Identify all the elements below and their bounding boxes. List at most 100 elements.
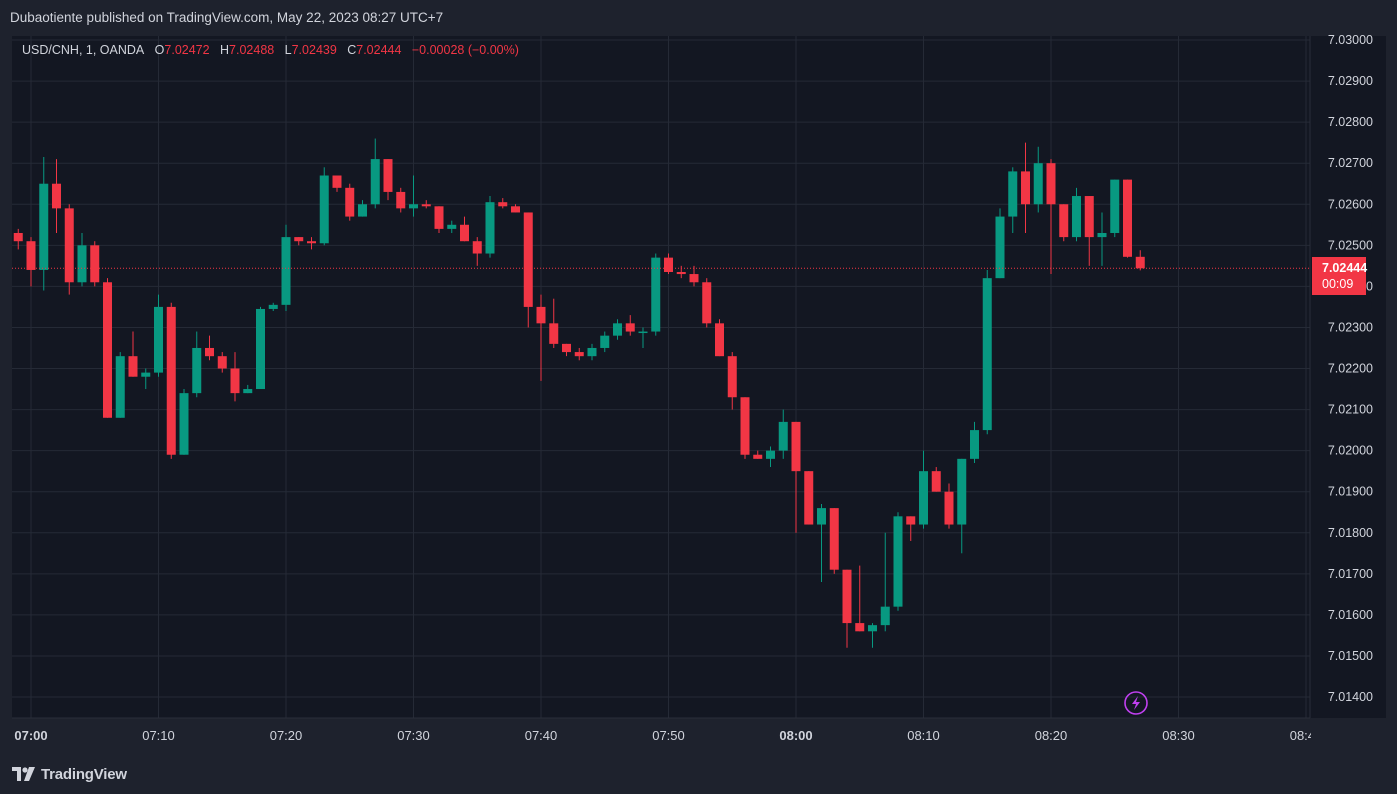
candle-body [447,224,457,229]
candle [523,212,533,328]
candle [179,389,189,455]
candle-body [931,471,941,492]
candle-body [103,282,112,418]
candle [957,458,967,554]
candle-body [944,491,954,525]
candle-body [64,208,74,283]
candle-body [90,245,100,283]
tradingview-logo[interactable]: TradingView [12,764,127,784]
candle [396,187,406,213]
candle [268,302,278,312]
candle-body [880,606,890,626]
candle-body [664,257,673,273]
header-bar: Dubaotiente published on TradingView.com… [0,0,1397,36]
candle [205,335,214,361]
candle [103,278,112,418]
candle [166,302,176,459]
candle-body [281,237,291,305]
close-label: C [347,43,357,57]
candle-body [409,204,418,209]
candle-body [52,183,61,209]
candle-body [1110,179,1120,233]
candle-body [256,308,265,390]
candle [13,228,23,250]
candle-body [332,175,342,188]
candle [1072,187,1081,242]
candle [1059,204,1069,242]
price-tick-label: 7.02100 [1328,403,1373,417]
candle [868,623,877,648]
candle [498,198,508,209]
candle [664,253,673,275]
candle [919,450,928,529]
candle [421,200,431,209]
candle [855,565,865,632]
candle-body [166,306,176,455]
candle-body [370,159,380,205]
candle [192,331,202,398]
candle-body [1059,204,1069,238]
candle-body [523,212,533,307]
candle-body [727,356,737,398]
candle-body [217,356,227,369]
candle [587,343,597,361]
candle [829,508,839,574]
plot-area[interactable] [12,36,1386,718]
price-tick-label: 7.02500 [1328,238,1373,252]
time-tick-label: 08:10 [907,728,940,743]
time-tick-label: 08:30 [1162,728,1195,743]
candle [319,167,329,246]
candle [154,294,163,377]
bar-countdown: 00:09 [1322,277,1354,291]
candle-body [485,202,495,254]
time-tick-label: 07:40 [525,728,558,743]
candle-body [26,241,36,270]
time-tick-label: 07:00 [14,728,47,743]
candle-body [1033,163,1043,205]
candle-body [651,257,661,332]
lightning-bolt-icon[interactable] [1124,691,1148,715]
high-label: H [220,43,230,57]
candle-body [791,421,801,472]
candle-body [421,204,431,207]
candle [906,516,916,541]
candle-body [753,454,763,459]
symbol-label[interactable]: USD/CNH, 1, OANDA [22,43,145,57]
candle-body [536,306,546,324]
candle-body [970,430,979,459]
candle-body [600,335,610,348]
candle [651,253,661,336]
high-value: 7.02488 [229,43,275,57]
candle [307,237,316,250]
candle [1110,179,1120,238]
candle [230,352,240,402]
time-tick-label: 07:20 [270,728,303,743]
candle [64,204,74,295]
candle [39,157,49,291]
time-tick-label: 07:10 [142,728,175,743]
time-axis[interactable]: 07:00 07:10 07:20 07:30 07:40 07:50 08:00 08:10… [14,728,1397,748]
candle [383,159,393,201]
candle-body [842,569,852,624]
candle [944,483,954,529]
candle [345,183,355,221]
price-tick-label: 7.03000 [1328,33,1373,47]
candle-body [358,204,367,217]
candle-body [1072,196,1081,238]
price-tick-label: 7.01400 [1328,690,1373,704]
candle-body [855,623,865,632]
candle [485,196,495,258]
candle [893,512,903,611]
candle-body [192,347,202,394]
candle-body [817,508,826,525]
candle [970,421,979,463]
candle-body [676,272,686,275]
candle [1135,250,1145,271]
change-value: −0.00028 (−0.00%) [411,43,519,57]
candle [447,220,457,233]
ohlc-legend[interactable]: USD/CNH, 1, OANDA O7.02472 H7.02488 L7.0… [22,43,519,57]
price-tick-label: 7.01700 [1328,567,1373,581]
price-tick-label: 7.02700 [1328,156,1373,170]
candle [1021,142,1030,233]
